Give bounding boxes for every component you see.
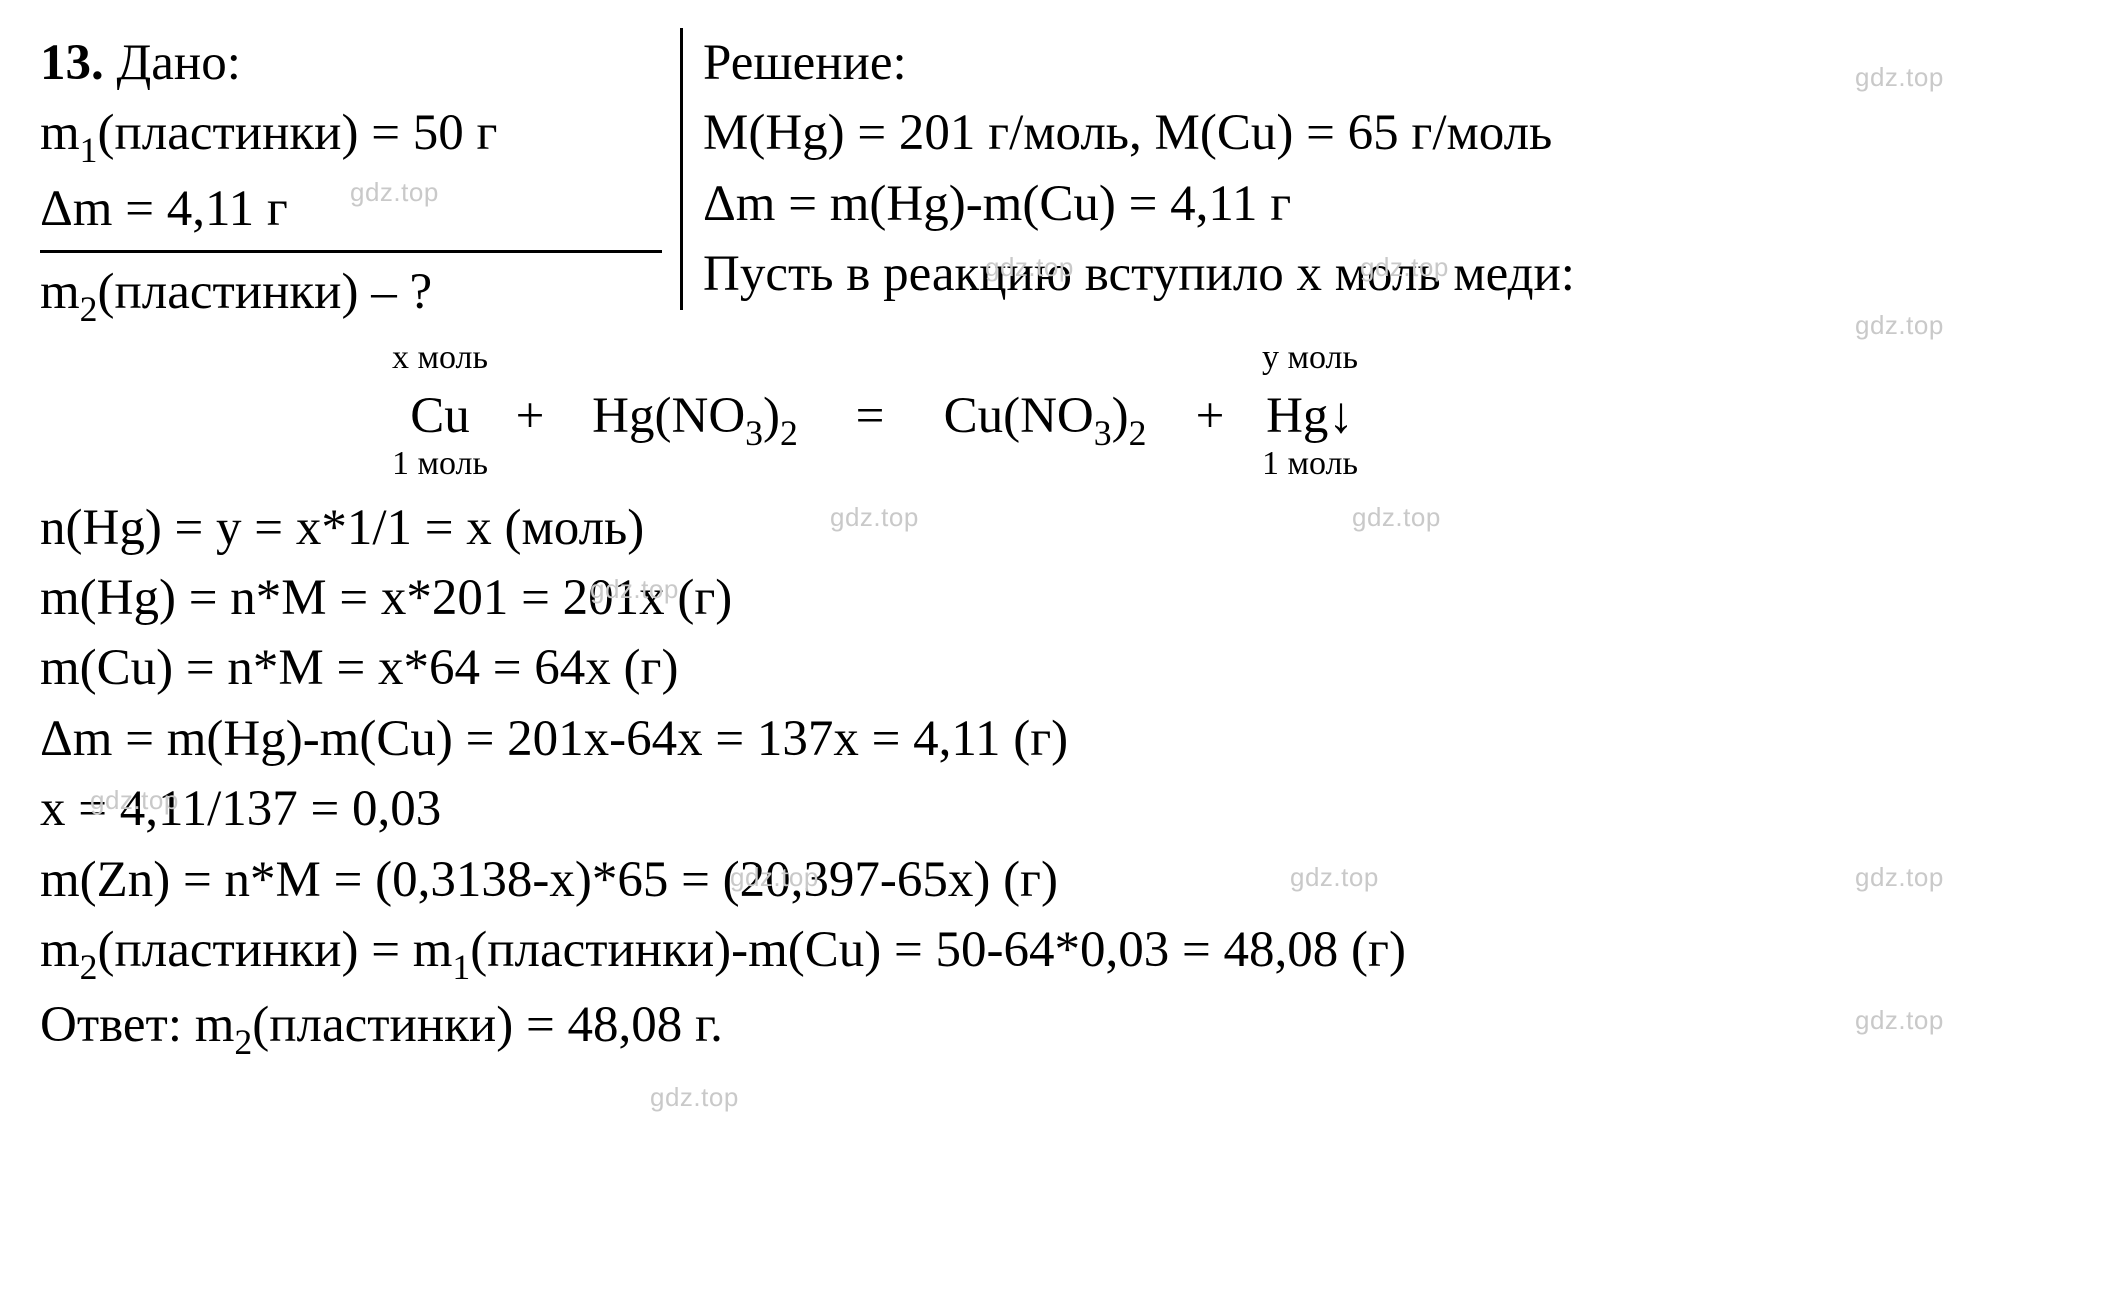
plus-sign: + (500, 381, 560, 451)
reaction-equation-block: x моль y моль Cu + Hg(NO3)2 = Cu(NO3)2 +… (40, 341, 2075, 487)
plus-sign: + (1180, 381, 1240, 451)
given-divider (40, 250, 662, 253)
solution-line: Δm = m(Hg)-m(Cu) = 4,11 г (703, 169, 2075, 239)
problem-number: 13. (40, 35, 104, 91)
over-label-hg: y моль (1240, 341, 1380, 381)
given-solution-block: 13. Дано: m1(пластинки) = 50 г Δm = 4,11… (40, 28, 2075, 333)
solution-page: gdz.top gdz.top gdz.top gdz.top gdz.top … (0, 0, 2115, 1303)
solution-line: M(Hg) = 201 г/моль, M(Cu) = 65 г/моль (703, 98, 2075, 168)
species-hgno3: Hg(NO3)2 (560, 381, 830, 456)
watermark: gdz.top (650, 1080, 739, 1116)
solution-column: Решение: M(Hg) = 201 г/моль, M(Cu) = 65 … (680, 28, 2075, 310)
answer-line: Ответ: m2(пластинки) = 48,08 г. (40, 990, 2075, 1065)
species-cu: Cu (380, 381, 500, 451)
to-find: m2(пластинки) – ? (40, 257, 662, 332)
over-label-cu: x моль (380, 341, 500, 381)
given-line: m1(пластинки) = 50 г (40, 98, 662, 173)
species-hg: Hg↓ (1240, 381, 1380, 451)
solution-line: Пусть в реакцию вступило x моль меди: (703, 239, 2075, 309)
body-line: x = 4,11/137 = 0,03 (40, 774, 2075, 844)
given-header-line: 13. Дано: (40, 28, 662, 98)
given-header: Дано: (117, 35, 241, 91)
equation-main: Cu + Hg(NO3)2 = Cu(NO3)2 + Hg↓ (40, 381, 2075, 447)
under-label-cu: 1 моль (380, 447, 500, 487)
body-line: n(Hg) = y = x*1/1 = x (моль) (40, 493, 2075, 563)
equation-under-labels: 1 моль 1 моль (40, 447, 2075, 487)
body-line: m(Hg) = n*M = x*201 = 201x (г) (40, 563, 2075, 633)
body-line: m(Zn) = n*M = (0,3138-x)*65 = (20,397-65… (40, 845, 2075, 915)
equals-sign: = (830, 381, 910, 451)
given-line: Δm = 4,11 г (40, 174, 662, 244)
derivation-body: n(Hg) = y = x*1/1 = x (моль) m(Hg) = n*M… (40, 493, 2075, 1066)
body-line: m(Cu) = n*M = x*64 = 64x (г) (40, 633, 2075, 703)
given-column: 13. Дано: m1(пластинки) = 50 г Δm = 4,11… (40, 28, 680, 333)
equation-over-labels: x моль y моль (40, 341, 2075, 381)
species-cuno3: Cu(NO3)2 (910, 381, 1180, 456)
solution-header: Решение: (703, 28, 2075, 98)
body-line: m2(пластинки) = m1(пластинки)-m(Cu) = 50… (40, 915, 2075, 990)
body-line: Δm = m(Hg)-m(Cu) = 201x-64x = 137x = 4,1… (40, 704, 2075, 774)
under-label-hg: 1 моль (1240, 447, 1380, 487)
